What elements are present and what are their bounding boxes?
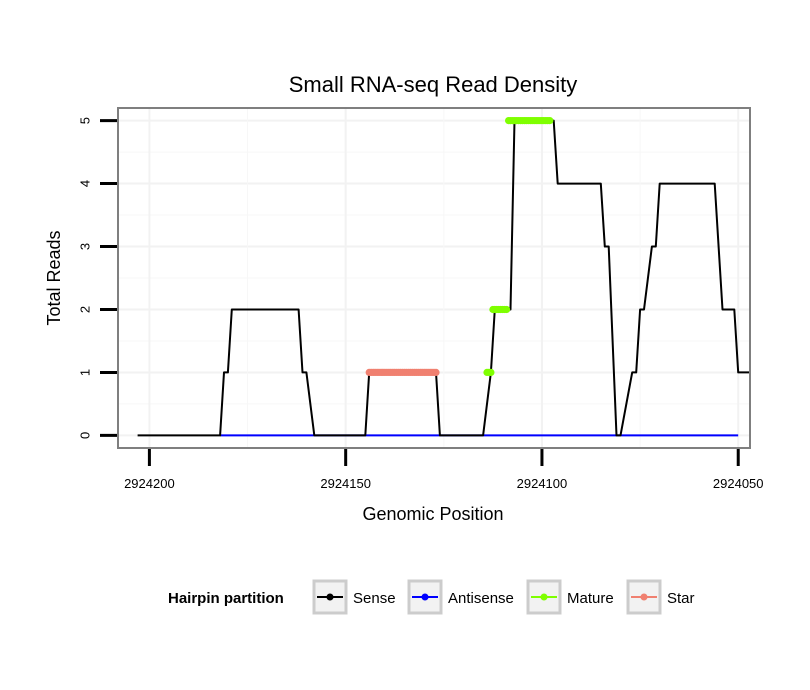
series-line-sense — [137, 119, 750, 437]
legend-point-mature — [540, 593, 548, 601]
legend-item-antisense: Antisense — [407, 579, 514, 615]
legend-point-star — [640, 593, 648, 601]
legend-title: Hairpin partition — [168, 590, 284, 607]
x-tick-label: 2924150 — [320, 476, 371, 491]
legend-item-star: Star — [626, 579, 695, 615]
legend-label-star: Star — [667, 590, 695, 607]
legend-item-mature: Mature — [526, 579, 614, 615]
series-point-mature — [546, 117, 554, 125]
series-layer — [137, 117, 750, 437]
legend-item-sense: Sense — [312, 579, 396, 615]
x-axis-title: Genomic Position — [362, 504, 503, 524]
y-tick-label: 4 — [77, 180, 92, 187]
legend-point-sense — [326, 593, 334, 601]
x-tick-label: 2924100 — [517, 476, 568, 491]
y-tick-label: 5 — [77, 117, 92, 124]
series-point-mature — [503, 305, 511, 314]
series-point-mature — [487, 368, 495, 376]
y-axis: 0 1 2 3 4 5 — [77, 117, 117, 439]
y-tick-label: 2 — [77, 306, 92, 313]
legend: Hairpin partition Sense Antisense Mature… — [168, 579, 695, 615]
x-tick-label: 2924200 — [124, 476, 175, 491]
legend-point-antisense — [421, 593, 429, 601]
y-tick-label: 1 — [77, 369, 92, 376]
series-point-star — [432, 368, 440, 376]
legend-label-sense: Sense — [353, 590, 396, 607]
legend-label-mature: Mature — [567, 590, 614, 607]
x-axis: 2924200 2924150 2924100 2924050 — [124, 449, 764, 491]
y-axis-title: Total Reads — [44, 230, 64, 325]
legend-label-antisense: Antisense — [448, 590, 514, 607]
panel-border — [117, 107, 751, 449]
x-tick-label: 2924050 — [713, 476, 764, 491]
chart-title: Small RNA-seq Read Density — [289, 72, 578, 97]
grid — [118, 108, 750, 448]
y-tick-label: 0 — [77, 432, 92, 439]
y-tick-label: 3 — [77, 243, 92, 250]
